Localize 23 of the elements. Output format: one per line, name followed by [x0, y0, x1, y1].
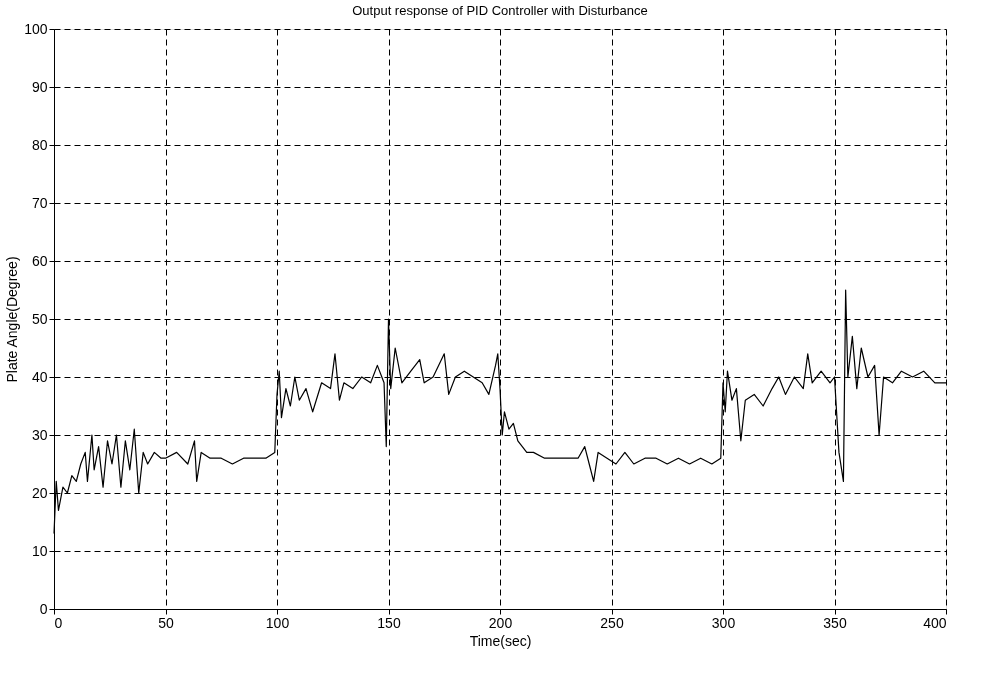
x-tick-label: 350 — [823, 614, 847, 631]
x-tick-label: 50 — [158, 614, 174, 631]
x-tick-label: 100 — [265, 614, 290, 631]
y-tick-label: 90 — [31, 78, 48, 95]
y-axis-title: Plate Angle(Degree) — [4, 256, 21, 383]
y-tick-label: 30 — [31, 426, 48, 443]
x-tick-label: 400 — [923, 614, 947, 631]
y-tick-label: 40 — [31, 368, 48, 385]
x-tick-label: 0 — [54, 614, 63, 631]
x-tick-label: 200 — [488, 614, 513, 631]
x-tick-label: 150 — [377, 614, 401, 631]
x-axis-title: Time(sec) — [469, 632, 532, 649]
y-tick-label: 20 — [31, 484, 48, 501]
y-tick-label: 60 — [31, 252, 48, 269]
y-tick-label: 70 — [31, 194, 48, 211]
x-tick-label: 300 — [711, 614, 736, 631]
chart-title: Output response of PID Controller with Disturbance — [352, 3, 648, 18]
y-tick-label: 0 — [39, 600, 48, 617]
y-tick-label: 100 — [24, 20, 48, 37]
y-tick-label: 10 — [31, 542, 48, 559]
y-tick-label: 80 — [31, 136, 48, 153]
x-tick-label: 250 — [600, 614, 624, 631]
y-tick-label: 50 — [31, 310, 48, 327]
